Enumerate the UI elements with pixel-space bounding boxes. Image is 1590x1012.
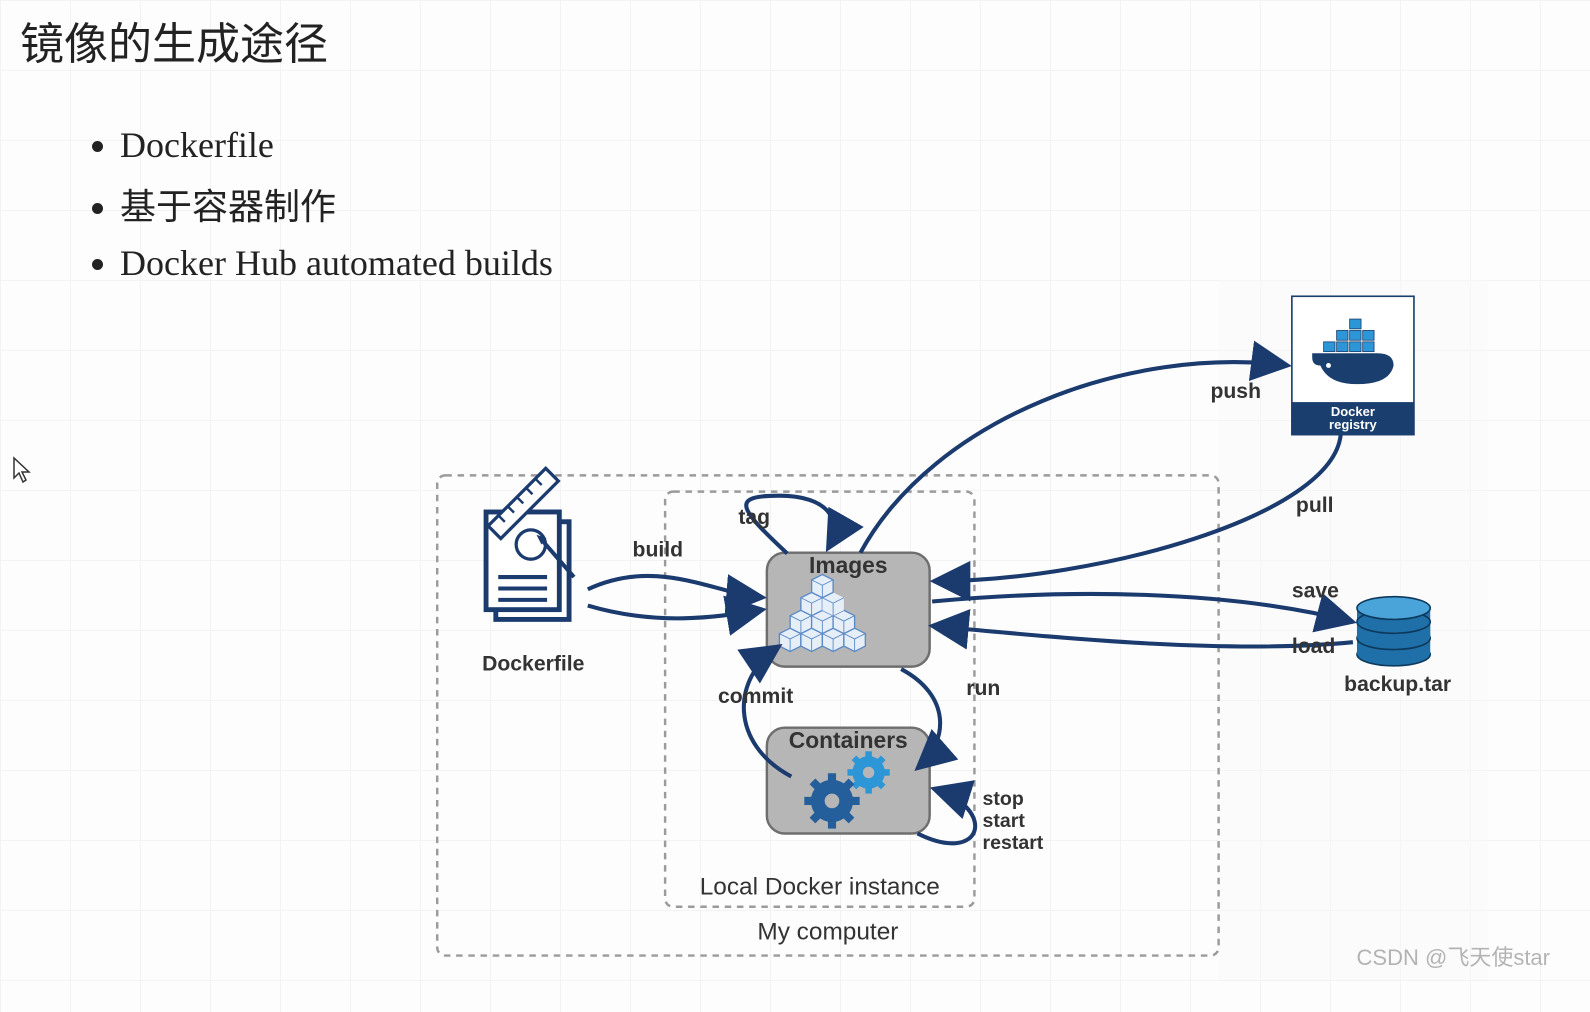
page-title: 镜像的生成途径	[20, 8, 328, 72]
svg-text:commit: commit	[718, 685, 793, 708]
local-docker-label: Local Docker instance	[700, 874, 940, 901]
backup-label: backup.tar	[1344, 673, 1451, 696]
edge-build-2	[588, 606, 763, 619]
images-label: Images	[809, 552, 888, 578]
svg-text:run: run	[966, 677, 1000, 700]
svg-text:registry: registry	[1329, 417, 1378, 432]
my-computer-label: My computer	[757, 918, 898, 945]
dockerfile-icon	[486, 468, 574, 619]
bullet-item: Docker Hub automated builds	[120, 242, 553, 284]
containers-label: Containers	[789, 727, 908, 753]
watermark: CSDN @飞天使star	[1357, 940, 1550, 972]
edge-build	[588, 576, 763, 598]
svg-text:restart: restart	[983, 832, 1044, 854]
svg-text:pull: pull	[1296, 494, 1334, 517]
svg-text:tag: tag	[738, 506, 770, 529]
svg-text:load: load	[1292, 635, 1336, 658]
bullet-list: Dockerfile 基于容器制作 Docker Hub automated b…	[80, 124, 553, 296]
dockerfile-label: Dockerfile	[482, 653, 585, 676]
svg-text:stop: stop	[983, 788, 1024, 810]
svg-text:push: push	[1210, 380, 1261, 403]
cursor-icon	[12, 456, 32, 484]
bullet-item: 基于容器制作	[120, 178, 553, 230]
docker-diagram: My computer Local Docker instance Docker…	[330, 280, 1570, 980]
registry-node: Docker registry	[1292, 296, 1414, 434]
backup-disk-icon	[1357, 597, 1430, 666]
bullet-item: Dockerfile	[120, 124, 553, 166]
svg-text:build: build	[633, 539, 684, 562]
svg-text:save: save	[1292, 579, 1339, 602]
svg-text:start: start	[983, 810, 1026, 832]
